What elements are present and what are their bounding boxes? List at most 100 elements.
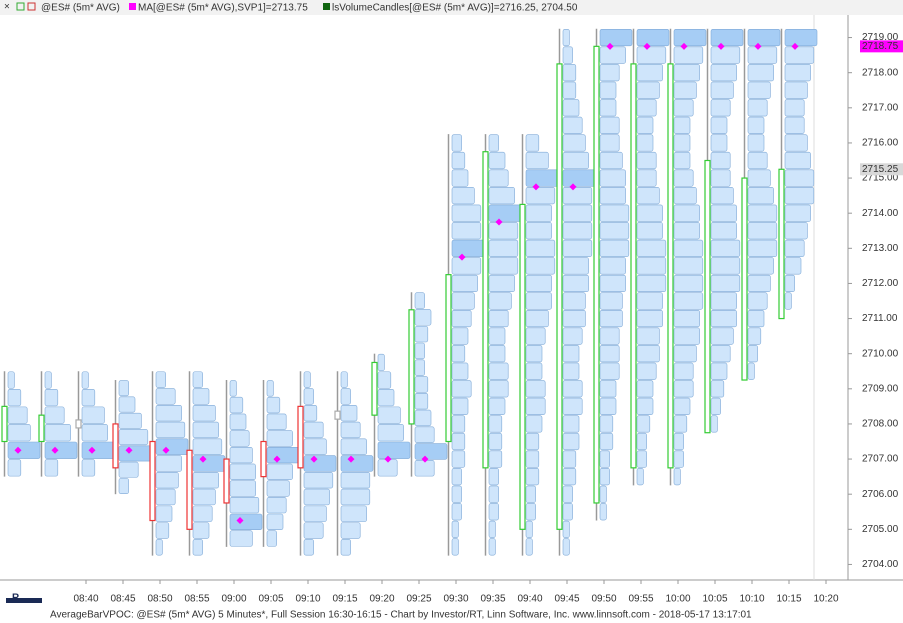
profile-bar <box>636 116 654 134</box>
profile-bar <box>599 327 620 345</box>
profile-bar <box>599 99 617 117</box>
profile-bar <box>599 134 620 152</box>
x-tick-label: 10:05 <box>702 594 727 605</box>
profile-bar <box>636 151 657 170</box>
profile-bar <box>155 488 176 506</box>
profile-bar <box>636 450 647 468</box>
profile-bar <box>710 187 734 205</box>
profile-bar <box>599 46 626 64</box>
poc-marker <box>51 446 59 454</box>
profile-bar <box>525 187 556 205</box>
profile-bar <box>414 376 429 393</box>
profile-bar <box>710 292 737 310</box>
profile-bar <box>488 187 515 205</box>
profile-bar <box>488 169 509 187</box>
legend-entry: @ES# (5m* AVG) <box>41 3 120 14</box>
profile-bar <box>710 169 731 187</box>
profile-bar <box>747 274 771 293</box>
profile-bar <box>636 274 667 293</box>
x-tick-label: 10:20 <box>813 594 838 605</box>
profile-bar <box>340 371 348 388</box>
candle-body <box>704 159 711 434</box>
x-tick-label: 09:45 <box>554 594 579 605</box>
profile-bar <box>525 292 552 310</box>
x-tick-label: 09:40 <box>517 594 542 605</box>
profile-bar <box>636 432 647 451</box>
y-tick-label: 2719.00 <box>862 32 899 43</box>
profile-bar <box>44 441 78 459</box>
profile-bar <box>192 472 219 489</box>
poc-marker <box>458 253 466 261</box>
profile-bar <box>673 257 704 275</box>
profile-bar <box>340 455 374 472</box>
profile-bar <box>636 134 654 152</box>
profile-bar <box>562 81 577 99</box>
profile-bar <box>192 539 203 556</box>
profile-bar <box>377 441 411 459</box>
y-tick-label: 2709.00 <box>862 383 899 394</box>
profile-bar <box>525 169 559 187</box>
y-tick-label: 2706.00 <box>862 489 899 500</box>
profile-bar <box>784 187 815 205</box>
profile-bar <box>784 64 811 82</box>
profile-bar <box>562 520 570 538</box>
profile-bar <box>451 397 469 415</box>
profile-bar <box>451 485 462 503</box>
profile-bar <box>118 429 149 446</box>
profile-bar <box>118 396 136 413</box>
profile-bar <box>192 488 216 506</box>
profile-bar <box>562 222 593 240</box>
poc-marker <box>532 183 540 191</box>
profile-bar <box>229 446 253 464</box>
poc-marker <box>14 446 22 454</box>
profile-bar <box>636 99 657 117</box>
profile-bar <box>784 28 818 47</box>
candle-body <box>1 405 8 443</box>
profile-bar <box>673 292 704 310</box>
profile-bar <box>747 257 774 275</box>
profile-bar <box>747 292 768 310</box>
profile-bar <box>673 204 700 222</box>
profile-bar <box>784 99 805 117</box>
profile-bar <box>562 274 589 293</box>
profile-bar <box>488 503 499 521</box>
profile-bar <box>81 459 96 477</box>
y-tick-label: 2705.00 <box>862 524 899 535</box>
profile-bar <box>340 438 367 455</box>
close-icon[interactable]: × <box>4 2 10 13</box>
legend-swatch <box>129 3 136 10</box>
profile-bar <box>451 380 472 398</box>
profile-bar <box>710 28 744 47</box>
profile-bar <box>229 413 247 430</box>
profile-bar <box>525 432 540 451</box>
profile-bar <box>525 485 536 503</box>
profile-bar <box>155 472 179 489</box>
profile-bar <box>673 380 694 398</box>
x-tick-label: 09:15 <box>332 594 357 605</box>
profile-bar <box>7 406 28 424</box>
profile-bar <box>599 380 617 398</box>
profile-bar <box>451 468 462 486</box>
profile-bar <box>673 46 704 64</box>
profile-bar <box>525 274 552 293</box>
profile-bar <box>562 116 583 134</box>
profile-bar <box>599 345 620 363</box>
x-tick-label: 08:40 <box>73 594 98 605</box>
profile-bar <box>747 151 768 170</box>
x-tick-label: 10:00 <box>665 594 690 605</box>
profile-bar <box>747 169 771 187</box>
profile-bar <box>562 239 593 257</box>
profile-bar <box>81 406 105 424</box>
profile-bar <box>747 187 774 205</box>
candle-body <box>482 151 489 469</box>
profile-bar <box>414 409 432 427</box>
profile-bar <box>710 116 728 134</box>
profile-bar <box>118 461 139 478</box>
profile-bar <box>710 46 741 64</box>
profile-bar <box>636 397 654 415</box>
profile-bar <box>673 415 688 433</box>
profile-bar <box>562 169 596 187</box>
profile-bar <box>451 538 459 556</box>
legend-swatch <box>323 3 330 10</box>
